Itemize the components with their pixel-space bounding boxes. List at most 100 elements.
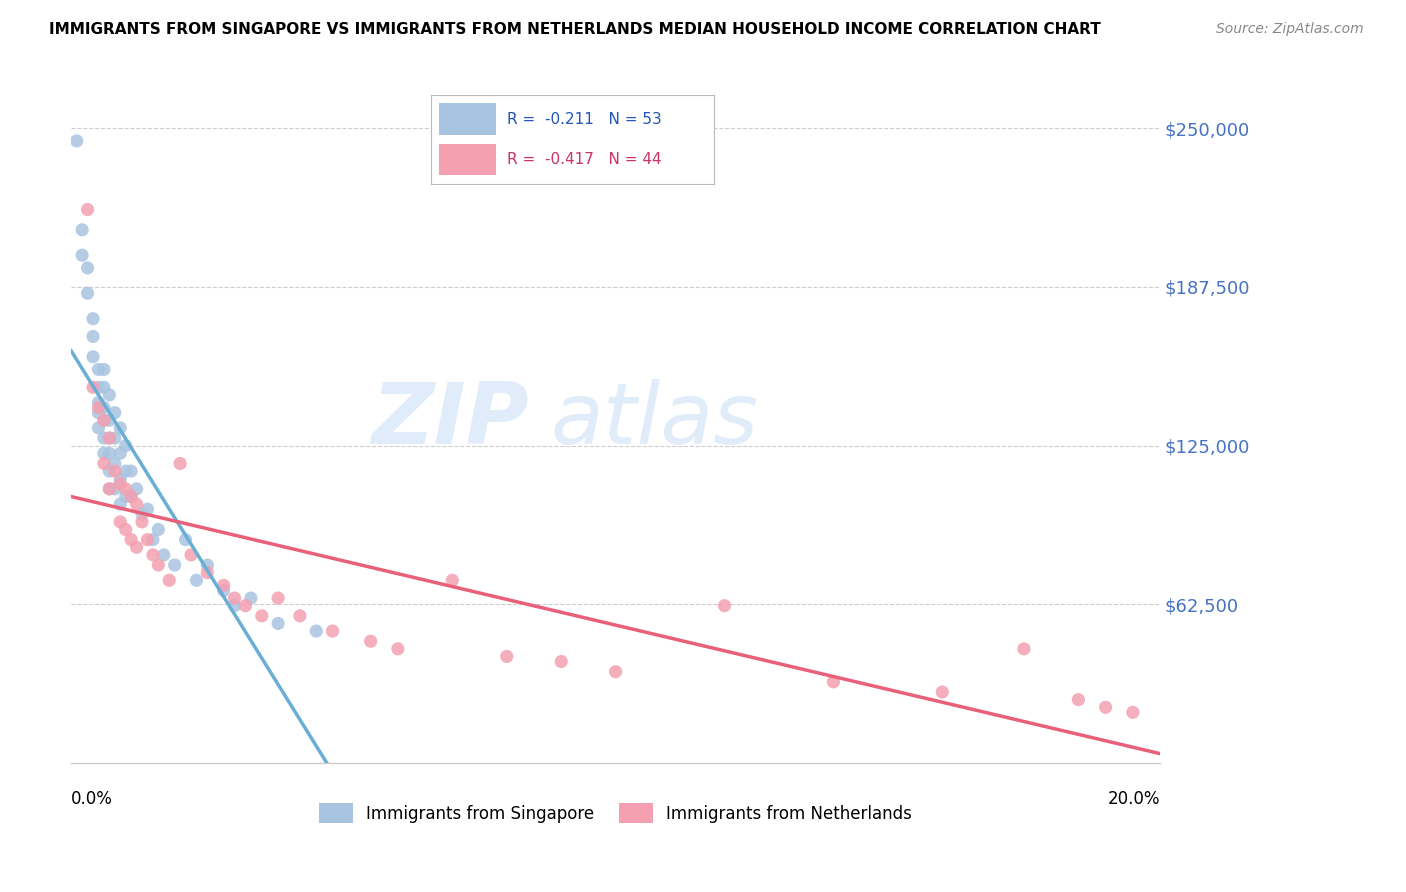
Point	[1122, 706, 1144, 720]
Point	[98, 388, 121, 402]
Point	[713, 599, 735, 613]
Point	[110, 497, 132, 511]
Point	[605, 665, 627, 679]
Point	[131, 508, 153, 522]
Point	[114, 464, 136, 478]
Point	[239, 591, 262, 605]
Point	[142, 548, 165, 562]
Point	[98, 431, 121, 445]
Point	[1094, 700, 1116, 714]
Point	[104, 431, 127, 445]
Point	[305, 624, 328, 638]
Point	[70, 223, 93, 237]
Text: atlas: atlas	[550, 379, 758, 462]
Point	[195, 566, 218, 580]
Point	[186, 574, 208, 588]
Point	[180, 548, 202, 562]
Point	[93, 380, 115, 394]
Point	[66, 134, 89, 148]
Point	[288, 608, 311, 623]
Point	[93, 457, 115, 471]
Point	[224, 599, 246, 613]
Text: ZIP: ZIP	[371, 379, 529, 462]
Point	[148, 523, 170, 537]
Point	[110, 472, 132, 486]
Point	[82, 350, 104, 364]
Point	[76, 260, 98, 275]
Point	[550, 655, 572, 669]
Point	[224, 591, 246, 605]
Text: 20.0%: 20.0%	[1108, 790, 1160, 808]
Point	[104, 482, 127, 496]
Point	[823, 674, 845, 689]
Point	[110, 476, 132, 491]
Point	[98, 413, 121, 427]
Point	[131, 515, 153, 529]
Point	[174, 533, 197, 547]
Legend: Immigrants from Singapore, Immigrants from Netherlands: Immigrants from Singapore, Immigrants fr…	[319, 803, 912, 823]
Point	[70, 248, 93, 262]
Point	[87, 421, 110, 435]
Point	[136, 502, 159, 516]
Point	[110, 446, 132, 460]
Point	[87, 406, 110, 420]
Point	[87, 401, 110, 415]
Point	[360, 634, 382, 648]
Text: Source: ZipAtlas.com: Source: ZipAtlas.com	[1216, 22, 1364, 37]
Point	[110, 421, 132, 435]
Point	[157, 574, 180, 588]
Point	[104, 457, 127, 471]
Point	[76, 286, 98, 301]
Point	[93, 446, 115, 460]
Point	[93, 413, 115, 427]
Point	[87, 395, 110, 409]
Point	[82, 329, 104, 343]
Point	[120, 490, 142, 504]
Point	[152, 548, 174, 562]
Point	[104, 406, 127, 420]
Point	[114, 482, 136, 496]
Point	[93, 413, 115, 427]
Point	[125, 497, 148, 511]
Text: IMMIGRANTS FROM SINGAPORE VS IMMIGRANTS FROM NETHERLANDS MEDIAN HOUSEHOLD INCOME: IMMIGRANTS FROM SINGAPORE VS IMMIGRANTS …	[49, 22, 1101, 37]
Point	[93, 401, 115, 415]
Point	[93, 431, 115, 445]
Point	[98, 431, 121, 445]
Point	[267, 616, 290, 631]
Point	[1012, 641, 1035, 656]
Point	[98, 464, 121, 478]
Point	[1067, 692, 1090, 706]
Point	[212, 578, 235, 592]
Point	[82, 380, 104, 394]
Point	[250, 608, 273, 623]
Point	[120, 464, 142, 478]
Text: 0.0%: 0.0%	[72, 790, 112, 808]
Point	[114, 523, 136, 537]
Point	[82, 311, 104, 326]
Point	[120, 490, 142, 504]
Point	[93, 362, 115, 376]
Point	[163, 558, 186, 572]
Point	[212, 583, 235, 598]
Point	[235, 599, 257, 613]
Point	[98, 482, 121, 496]
Point	[136, 533, 159, 547]
Point	[169, 457, 191, 471]
Point	[98, 482, 121, 496]
Point	[148, 558, 170, 572]
Point	[441, 574, 464, 588]
Point	[104, 464, 127, 478]
Point	[120, 533, 142, 547]
Point	[495, 649, 517, 664]
Point	[387, 641, 409, 656]
Point	[98, 446, 121, 460]
Point	[125, 482, 148, 496]
Point	[87, 380, 110, 394]
Point	[125, 541, 148, 555]
Point	[114, 439, 136, 453]
Point	[76, 202, 98, 217]
Point	[322, 624, 344, 638]
Point	[87, 362, 110, 376]
Point	[110, 515, 132, 529]
Point	[267, 591, 290, 605]
